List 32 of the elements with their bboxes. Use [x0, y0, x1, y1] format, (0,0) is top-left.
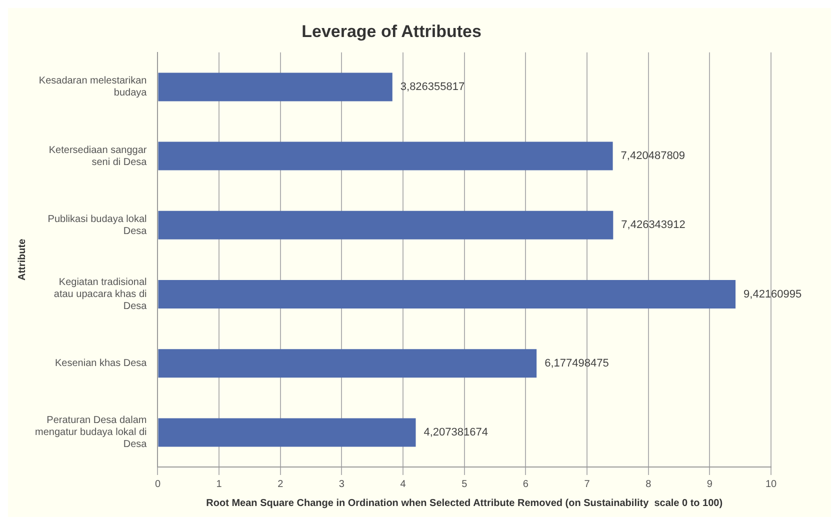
x-tick-label: 8: [646, 478, 652, 490]
x-tick-label: 9: [706, 478, 713, 490]
data-label: 3,826355817: [400, 80, 465, 93]
y-tick-label: Kesadaran melestarikan budaya: [38, 76, 148, 99]
data-label: 7,420487809: [620, 150, 686, 162]
bar: [158, 210, 614, 240]
y-tick-label: Kegiatan tradisional atau upacara khas di Desa: [54, 277, 148, 312]
y-tick-label: Publikasi budaya lokal Desa: [48, 214, 148, 237]
x-axis-title: Root Mean Square Change in Ordination when Selected Attribute Removed (on Sustainability scale 0 to 100): [206, 498, 723, 509]
bar: [158, 349, 537, 378]
chart-title: Leverage of Attributes: [302, 22, 482, 41]
bar: [158, 72, 392, 102]
y-tick-label: Kesenian khas Desa: [55, 358, 148, 370]
y-axis-title: Attribute: [16, 238, 28, 281]
bar: [158, 280, 736, 308]
x-tick-label: 7: [584, 478, 590, 490]
data-label: 4,207381674: [424, 426, 488, 438]
x-tick-label: 2: [278, 478, 284, 490]
x-tick-label: 0: [154, 478, 161, 490]
x-tick-label: 1: [216, 478, 222, 490]
x-tick-label: 10: [765, 478, 777, 490]
data-label: 9,42160995: [744, 288, 802, 300]
y-tick-label: Ketersediaan sanggar seni di Desa: [48, 144, 148, 168]
data-label: 7,426343912: [621, 219, 686, 232]
x-tick-label: 4: [400, 478, 406, 490]
bar: [158, 418, 416, 447]
y-tick-label: Peraturan Desa dalam mengatur budaya lokal di Desa: [34, 415, 148, 450]
x-tick-label: 6: [522, 478, 529, 490]
x-tick-label: 3: [338, 478, 345, 490]
bar: [158, 142, 613, 170]
data-label: 6,177498475: [544, 357, 609, 370]
x-tick-label: 5: [462, 478, 468, 490]
